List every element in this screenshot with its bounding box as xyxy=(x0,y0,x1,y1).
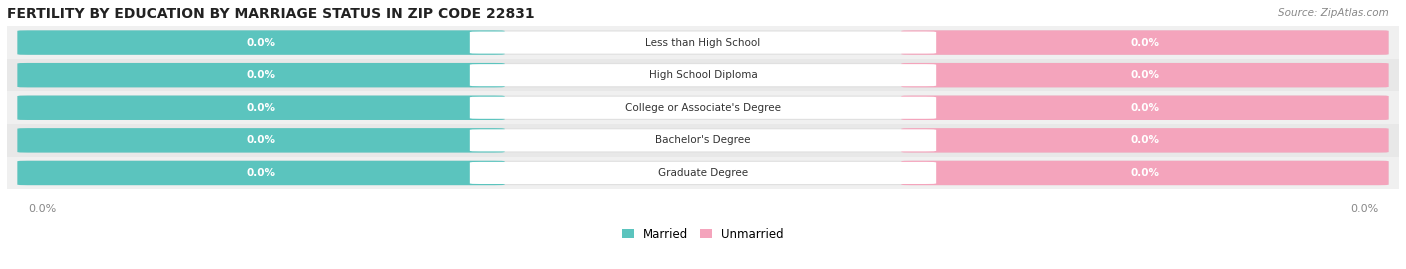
FancyBboxPatch shape xyxy=(17,63,1389,87)
Text: 0.0%: 0.0% xyxy=(1130,38,1160,48)
Text: 0.0%: 0.0% xyxy=(246,103,276,113)
Text: 0.0%: 0.0% xyxy=(28,204,56,214)
Legend: Married, Unmarried: Married, Unmarried xyxy=(617,223,789,245)
Bar xyxy=(7,91,1399,124)
Text: Source: ZipAtlas.com: Source: ZipAtlas.com xyxy=(1278,8,1389,18)
FancyBboxPatch shape xyxy=(17,161,1389,185)
FancyBboxPatch shape xyxy=(17,30,505,55)
Text: Bachelor's Degree: Bachelor's Degree xyxy=(655,135,751,145)
Text: 0.0%: 0.0% xyxy=(1130,135,1160,145)
FancyBboxPatch shape xyxy=(17,128,505,153)
Bar xyxy=(7,124,1399,157)
Text: 0.0%: 0.0% xyxy=(246,168,276,178)
FancyBboxPatch shape xyxy=(901,30,1389,55)
FancyBboxPatch shape xyxy=(901,95,1389,120)
FancyBboxPatch shape xyxy=(470,97,936,119)
Bar xyxy=(7,59,1399,91)
Text: High School Diploma: High School Diploma xyxy=(648,70,758,80)
FancyBboxPatch shape xyxy=(17,95,505,120)
FancyBboxPatch shape xyxy=(17,161,505,185)
Bar xyxy=(7,26,1399,59)
FancyBboxPatch shape xyxy=(17,128,1389,153)
Text: Graduate Degree: Graduate Degree xyxy=(658,168,748,178)
Text: Less than High School: Less than High School xyxy=(645,38,761,48)
Text: 0.0%: 0.0% xyxy=(1130,103,1160,113)
Text: College or Associate's Degree: College or Associate's Degree xyxy=(626,103,780,113)
FancyBboxPatch shape xyxy=(901,161,1389,185)
FancyBboxPatch shape xyxy=(17,63,505,87)
Text: 0.0%: 0.0% xyxy=(1130,168,1160,178)
Text: FERTILITY BY EDUCATION BY MARRIAGE STATUS IN ZIP CODE 22831: FERTILITY BY EDUCATION BY MARRIAGE STATU… xyxy=(7,7,534,21)
Text: 0.0%: 0.0% xyxy=(1130,70,1160,80)
FancyBboxPatch shape xyxy=(470,64,936,86)
Text: 0.0%: 0.0% xyxy=(246,38,276,48)
FancyBboxPatch shape xyxy=(470,31,936,54)
Bar xyxy=(7,157,1399,189)
FancyBboxPatch shape xyxy=(901,128,1389,153)
FancyBboxPatch shape xyxy=(470,129,936,151)
Text: 0.0%: 0.0% xyxy=(246,70,276,80)
FancyBboxPatch shape xyxy=(17,95,1389,120)
Text: 0.0%: 0.0% xyxy=(1350,204,1378,214)
FancyBboxPatch shape xyxy=(470,162,936,184)
FancyBboxPatch shape xyxy=(17,30,1389,55)
Text: 0.0%: 0.0% xyxy=(246,135,276,145)
FancyBboxPatch shape xyxy=(901,63,1389,87)
